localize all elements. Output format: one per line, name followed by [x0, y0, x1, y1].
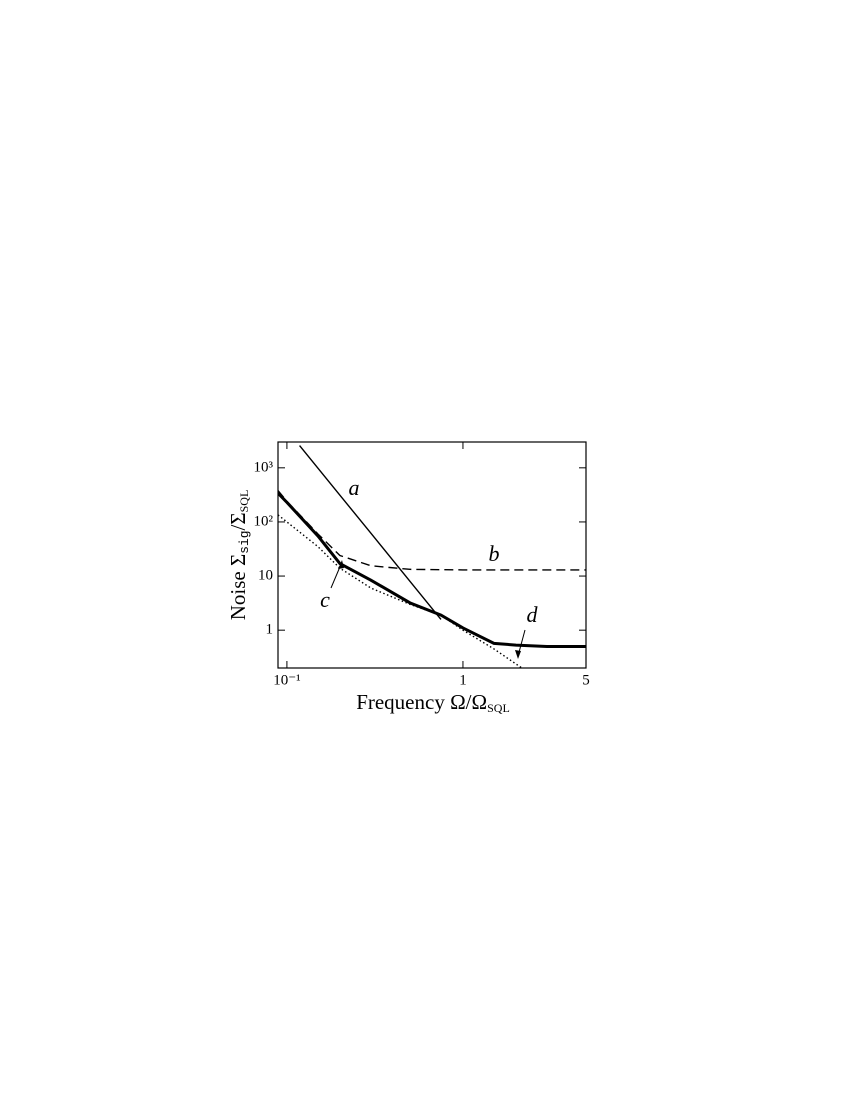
- y-axis-label: Noise Σsig/ΣSQL: [226, 490, 253, 621]
- series-label: b: [489, 541, 500, 566]
- y-label-main: Noise Σ: [226, 554, 250, 620]
- x-axis-label: Frequency Ω/ΩSQL: [356, 690, 510, 715]
- x-tick-label: 1: [459, 672, 467, 688]
- series-label: d: [527, 602, 539, 627]
- x-label-sub: SQL: [487, 701, 510, 715]
- y-label-sub2: SQL: [237, 490, 251, 513]
- series-label: c: [320, 587, 330, 612]
- line-d: [278, 514, 523, 668]
- plot-area: [278, 445, 586, 668]
- series-label: a: [349, 475, 360, 500]
- y-tick-label: 1: [266, 622, 274, 638]
- y-tick-label: 10: [258, 567, 273, 583]
- y-label-mid: /Σ: [226, 512, 250, 530]
- x-tick-label: 10⁻¹: [273, 672, 300, 688]
- line-b: [278, 490, 586, 571]
- y-tick-label: 10³: [254, 459, 274, 475]
- y-tick-label: 10²: [254, 513, 274, 529]
- arrow-head: [338, 560, 344, 569]
- arrow-head: [515, 650, 521, 659]
- y-label-sub: sig: [237, 530, 252, 553]
- line-a: [299, 445, 442, 620]
- plot-frame: [277, 441, 587, 669]
- x-tick-label: 5: [582, 672, 590, 688]
- x-label-main: Frequency Ω/Ω: [356, 690, 487, 714]
